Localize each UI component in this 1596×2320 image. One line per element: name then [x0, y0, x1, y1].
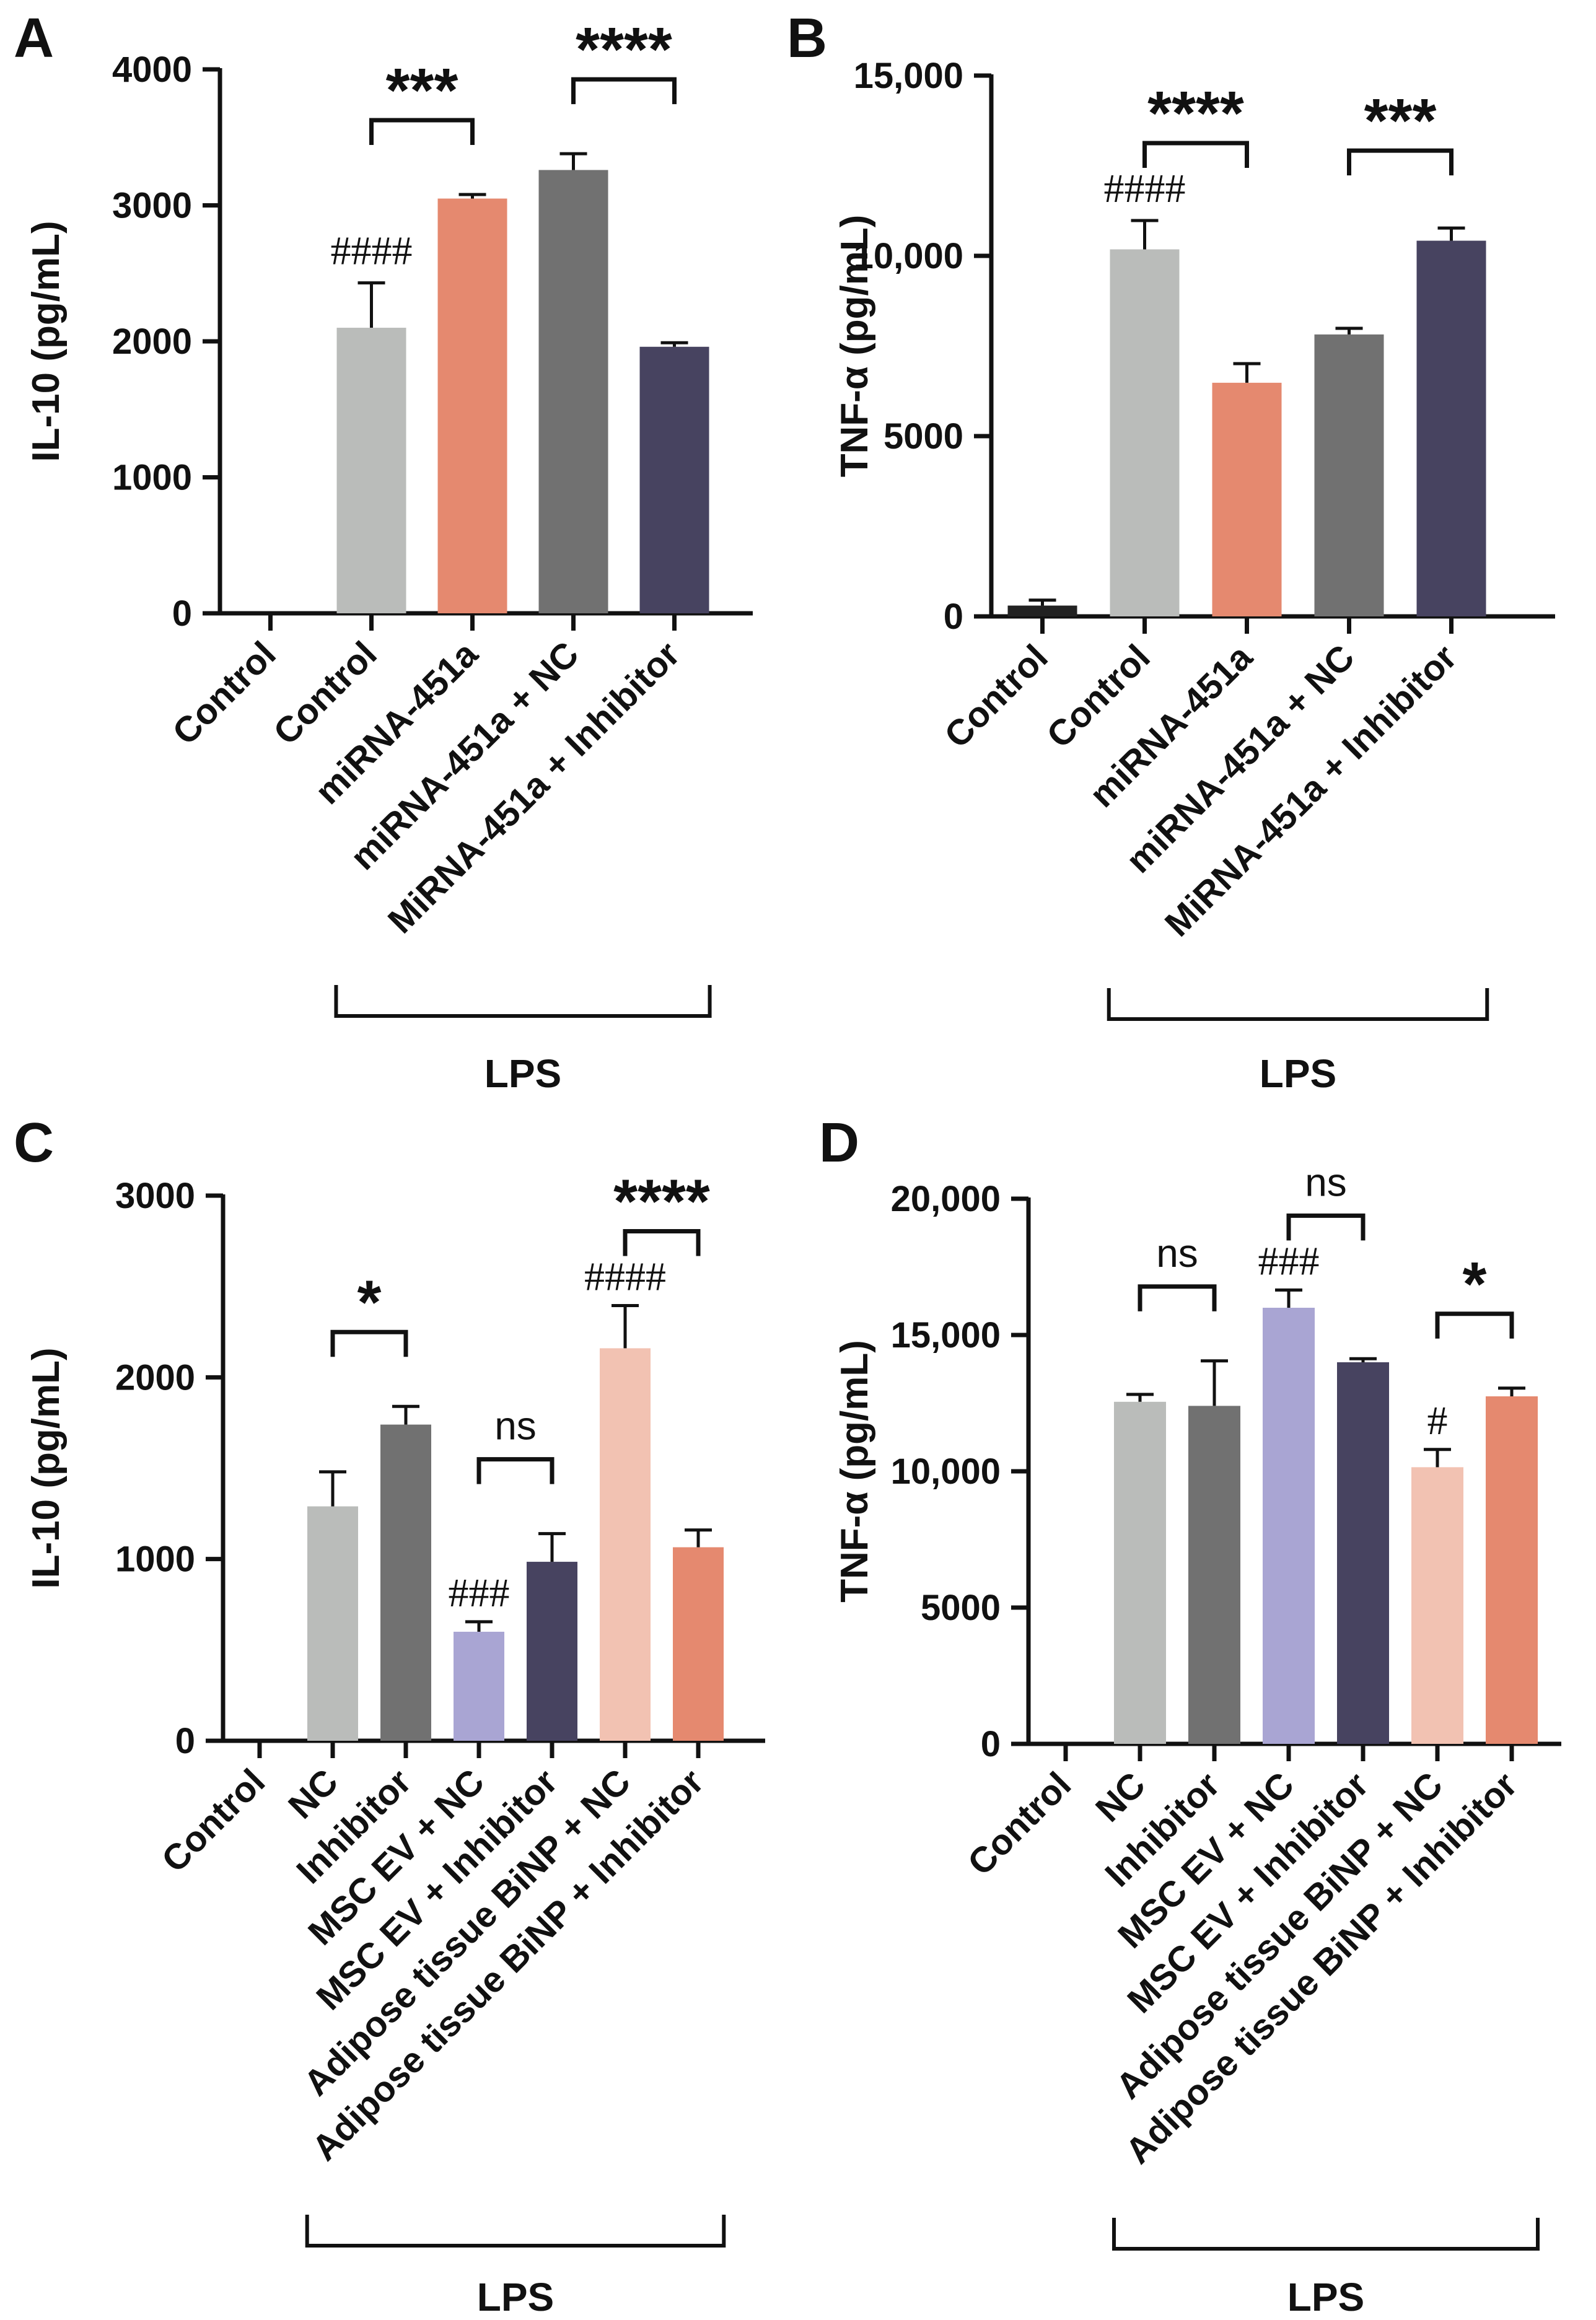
significance-label: **** [1147, 79, 1244, 148]
x-tick-label: Control [154, 1761, 273, 1880]
bar [1188, 1406, 1240, 1744]
y-axis-title: IL-10 (pg/mL) [25, 1347, 68, 1588]
bar [527, 1562, 577, 1741]
x-tick-label: Control [165, 634, 284, 753]
bar [437, 198, 507, 613]
significance-bracket [1142, 141, 1249, 168]
bar [1486, 1396, 1538, 1744]
y-tick-label: 3000 [115, 1176, 195, 1216]
y-tick-label: 15,000 [891, 1315, 1001, 1355]
group-label: LPS [477, 2275, 554, 2319]
bar [1314, 334, 1384, 616]
y-axis-title: TNF-α (pg/mL) [833, 1340, 876, 1603]
y-tick-label: 10,000 [854, 236, 963, 276]
bar [336, 328, 406, 613]
group-bracket [305, 2215, 726, 2248]
y-tick-label: 0 [172, 593, 192, 634]
bar [1411, 1467, 1463, 1744]
bar [600, 1348, 651, 1741]
y-tick-label: 1000 [112, 458, 192, 498]
significance-bracket [476, 1457, 555, 1484]
x-tick-label: Control [960, 1764, 1079, 1883]
x-tick-label: Control [937, 637, 1056, 756]
bar [1007, 605, 1077, 616]
significance-label: ns [494, 1404, 537, 1448]
hash-annotation: #### [584, 1254, 666, 1299]
y-tick-label: 20,000 [891, 1179, 1001, 1219]
bar [1212, 382, 1282, 616]
significance-label: ns [1156, 1231, 1198, 1276]
y-axis-title: IL-10 (pg/mL) [25, 221, 68, 462]
bar [1337, 1362, 1389, 1744]
significance-bracket [1435, 1311, 1514, 1339]
hash-annotation: # [1427, 1398, 1448, 1443]
bar [673, 1547, 724, 1741]
bar [380, 1424, 431, 1741]
significance-bracket [1347, 148, 1454, 176]
bar [1263, 1308, 1315, 1744]
y-axis-title: TNF-α (pg/mL) [833, 215, 876, 478]
bar [639, 346, 709, 613]
y-tick-label: 5000 [921, 1588, 1001, 1628]
y-tick-label: 2000 [115, 1357, 195, 1398]
y-tick-label: 3000 [112, 186, 192, 226]
group-label: LPS [1287, 2275, 1364, 2319]
hash-annotation: ### [449, 1570, 510, 1616]
bar [1114, 1401, 1166, 1744]
group-bracket [1107, 988, 1489, 1021]
y-tick-label: 10,000 [891, 1451, 1001, 1492]
group-bracket [334, 985, 712, 1018]
bar [307, 1506, 358, 1741]
significance-bracket [369, 118, 475, 145]
hash-annotation: ### [1258, 1238, 1320, 1284]
significance-label: ns [1305, 1160, 1347, 1204]
hash-annotation: #### [331, 229, 413, 274]
y-tick-label: 4000 [112, 50, 192, 90]
significance-bracket [1286, 1213, 1366, 1241]
panel-label: D [819, 1112, 859, 1174]
bar [538, 170, 608, 613]
group-label: LPS [1260, 1051, 1336, 1096]
panel-label: C [14, 1112, 54, 1174]
significance-label: **** [613, 1167, 710, 1236]
hash-annotation: #### [1104, 166, 1186, 211]
significance-label: *** [1364, 86, 1437, 155]
panel-label: B [787, 7, 827, 69]
y-tick-label: 15,000 [854, 56, 963, 96]
y-tick-label: 1000 [115, 1539, 195, 1580]
group-label: LPS [484, 1051, 561, 1096]
y-tick-label: 0 [175, 1721, 195, 1761]
chart-panel-d: D 0 5000 10,000 15,000 20,000 TNF-α (pg/mL) Con… [819, 1112, 1561, 2319]
significance-bracket [1138, 1284, 1217, 1311]
significance-label: * [1463, 1250, 1487, 1319]
panel-label: A [14, 7, 54, 69]
significance-bracket [623, 1228, 701, 1256]
y-tick-label: 2000 [112, 322, 192, 362]
significance-label: *** [386, 56, 458, 125]
significance-label: * [357, 1267, 382, 1337]
bar [1110, 249, 1180, 616]
y-tick-label: 0 [944, 597, 963, 637]
y-tick-label: 5000 [884, 416, 963, 457]
significance-bracket [571, 77, 677, 105]
bar [1416, 240, 1486, 616]
significance-label: **** [576, 15, 672, 84]
significance-bracket [330, 1329, 408, 1357]
y-tick-label: 0 [981, 1724, 1001, 1764]
bar [454, 1632, 504, 1741]
group-bracket [1112, 2218, 1540, 2251]
